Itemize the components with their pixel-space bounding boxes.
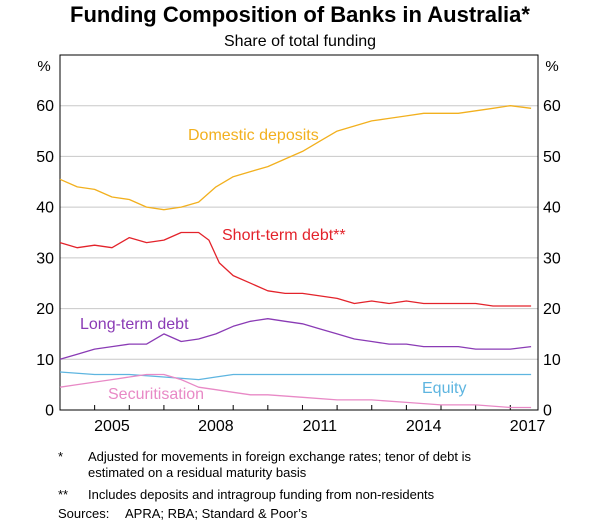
y-tick-label-right-10: 10 <box>543 352 561 369</box>
series-label-long-term-debt: Long-term debt <box>80 316 189 333</box>
footnote-1-line-2: estimated on a residual maturity basis <box>88 465 307 480</box>
footnote-2-text: Includes deposits and intragroup funding… <box>88 487 588 503</box>
sources-label: Sources: <box>58 506 110 521</box>
footnote-2-mark: ** <box>58 487 69 502</box>
y-tick-label-left-60: 60 <box>36 98 54 115</box>
series-label-equity: Equity <box>422 380 466 397</box>
sources-text: APRA; RBA; Standard & Poor’s <box>125 506 308 521</box>
chart-title: Funding Composition of Banks in Australi… <box>70 2 530 27</box>
footnote-2: ** <box>58 487 68 503</box>
series-line-long-term-debt <box>59 318 532 360</box>
footnote-1-mark: * <box>58 449 64 464</box>
footnote-1-line-1: Adjusted for movements in foreign exchan… <box>88 449 471 464</box>
y-tick-label-left-40: 40 <box>36 200 54 217</box>
gridlines <box>60 105 538 360</box>
x-tick-label-2014: 2014 <box>406 418 442 435</box>
chart-subtitle: Share of total funding <box>223 33 377 50</box>
y-tick-label-right-30: 30 <box>543 250 561 267</box>
plot-frame <box>59 54 539 411</box>
x-tick-label-2005: 2005 <box>94 418 130 435</box>
series-line-securitisation <box>59 373 532 409</box>
footnote-1: * <box>58 449 63 465</box>
y-tick-label-right-50: 50 <box>543 149 561 166</box>
y-tick-label-left-10: 10 <box>36 352 54 369</box>
y-unit-right: % <box>545 58 558 75</box>
y-tick-label-right-20: 20 <box>543 301 561 318</box>
y-tick-label-right-0: 0 <box>543 403 552 420</box>
x-tick-label-2008: 2008 <box>198 418 234 435</box>
y-tick-label-left-50: 50 <box>36 149 54 166</box>
series-label-short-term-debt: Short-term debt** <box>222 227 346 244</box>
series-line-equity <box>59 371 532 381</box>
x-tick-label-2017: 2017 <box>510 418 546 435</box>
y-unit-left: % <box>37 58 50 75</box>
y-tick-label-left-30: 30 <box>36 250 54 267</box>
y-tick-label-right-60: 60 <box>543 98 561 115</box>
series-label-securitisation: Securitisation <box>108 386 204 403</box>
footnote-2-line-1: Includes deposits and intragroup funding… <box>88 487 435 502</box>
y-tick-label-right-40: 40 <box>543 200 561 217</box>
footnote-1-text: Adjusted for movements in foreign exchan… <box>88 449 588 481</box>
series-label-domestic-deposits: Domestic deposits <box>188 127 319 144</box>
series-line-domestic-deposits <box>59 105 532 211</box>
y-tick-label-left-0: 0 <box>45 403 54 420</box>
series-line-short-term-debt <box>59 231 532 307</box>
x-tick-label-2011: 2011 <box>303 418 338 435</box>
chart-area: 0 0 10 10 20 20 30 30 40 40 50 50 60 60 2005 2008 2011 2… <box>36 54 561 435</box>
y-tick-label-left-20: 20 <box>36 301 54 318</box>
